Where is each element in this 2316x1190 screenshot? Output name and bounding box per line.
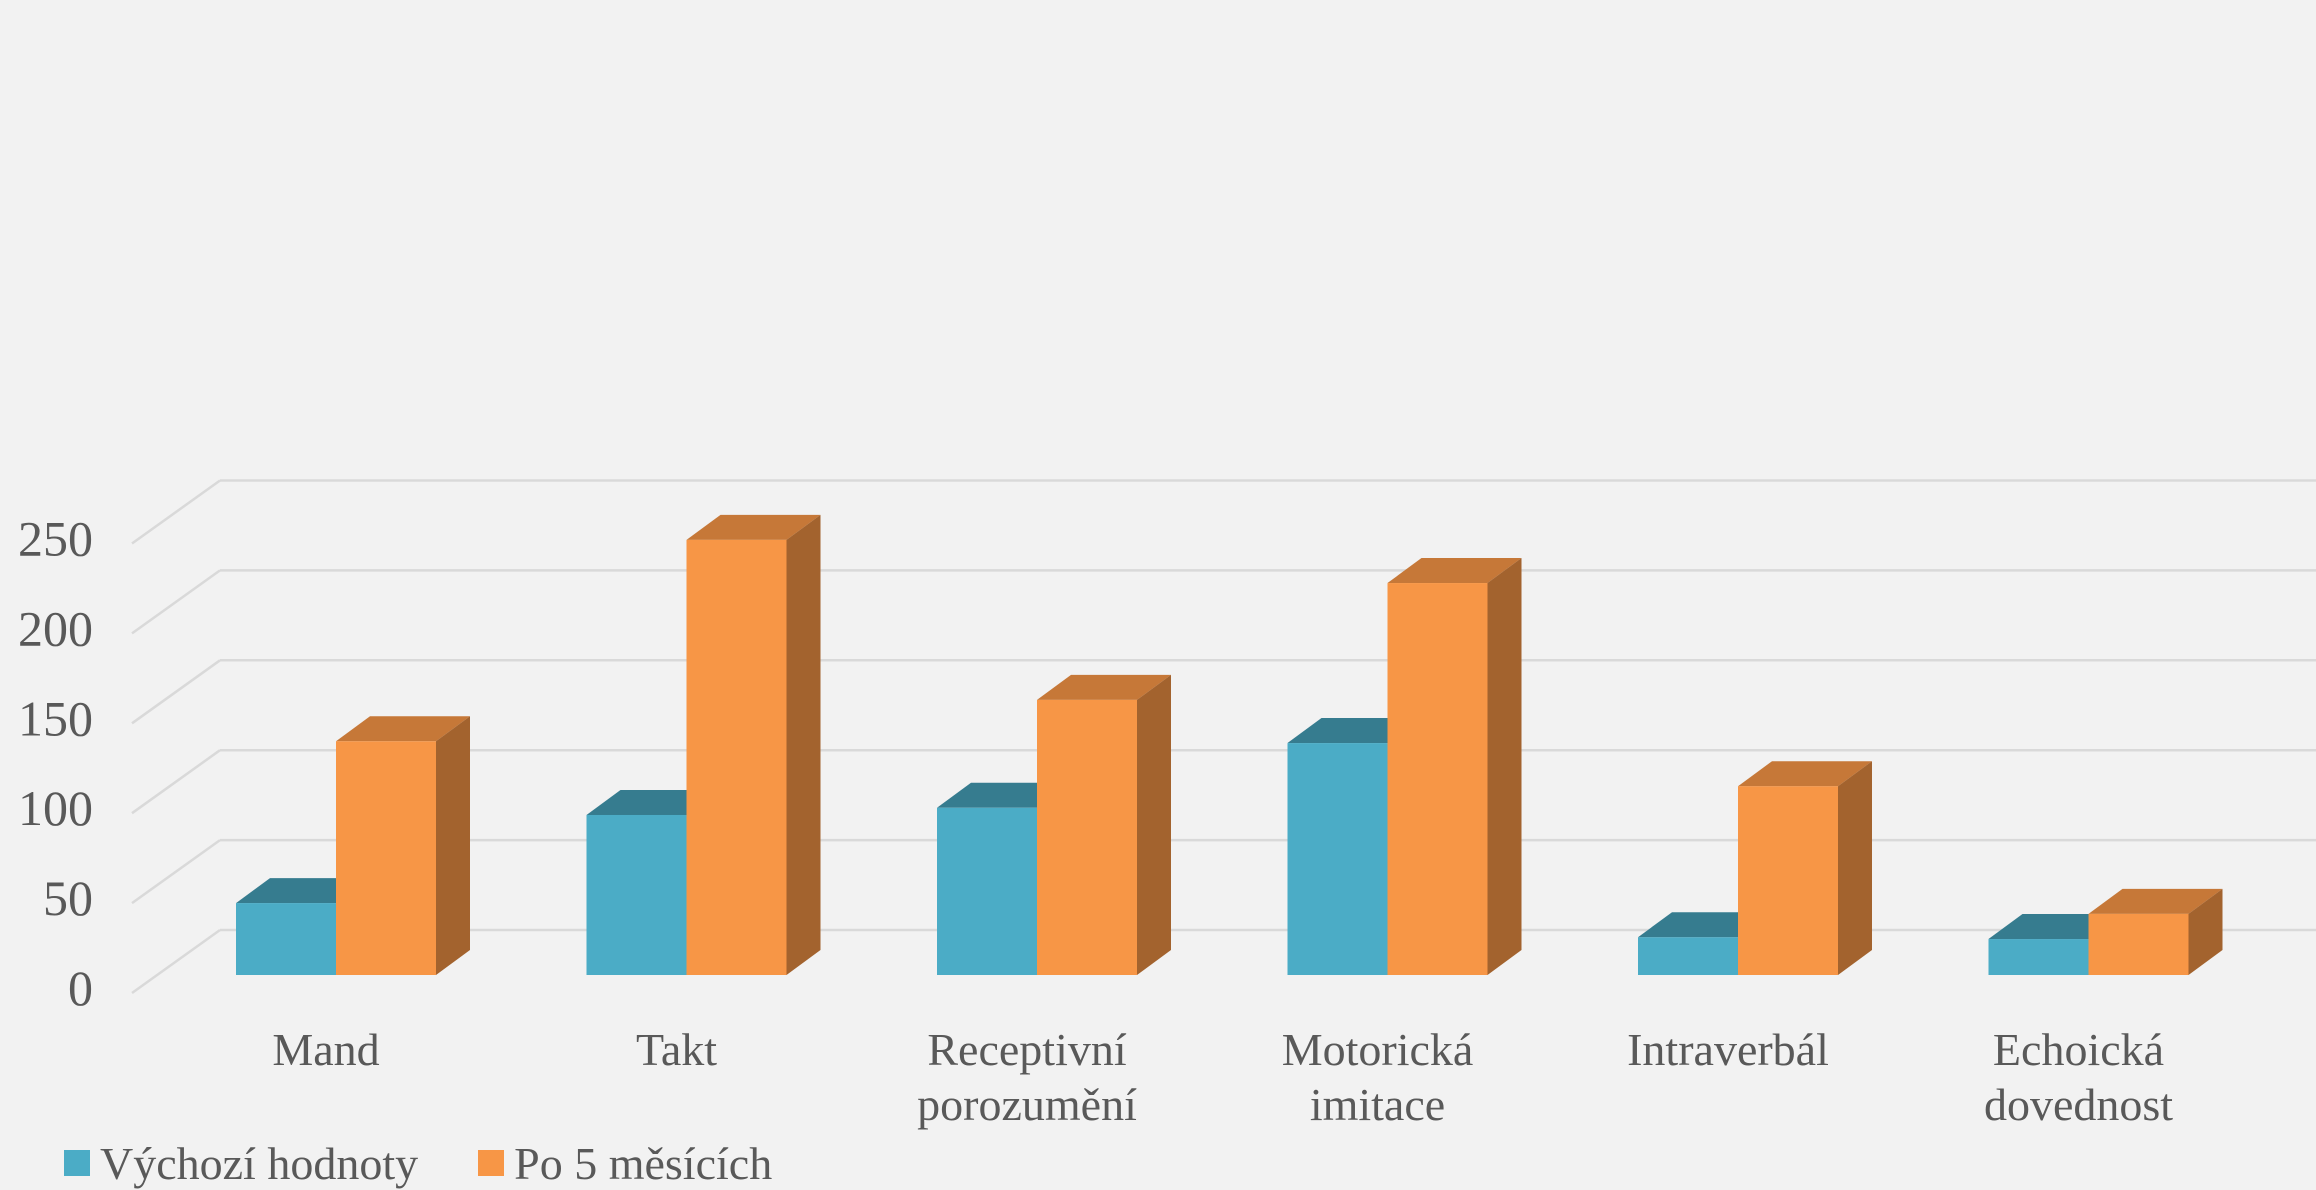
bar-s2-c3 xyxy=(1037,699,1137,975)
gridline-diag-50 xyxy=(131,839,221,905)
bar-s1-c1 xyxy=(236,903,336,975)
gridline-diag-250 xyxy=(131,479,221,545)
category-label-4-line-1: Motorická xyxy=(1282,1024,1474,1075)
bar-s1-c6 xyxy=(1988,939,2089,975)
bar-s1-c5 xyxy=(1638,937,1738,975)
bar-top-s2-c2 xyxy=(686,514,821,540)
gridline-diag-200 xyxy=(131,569,221,635)
bar-side-s2-c6 xyxy=(2188,888,2223,975)
category-label-6-line-2: dovednost xyxy=(1984,1079,2173,1130)
bar-s1-c2 xyxy=(586,814,687,975)
bar-top-s2-c4 xyxy=(1387,558,1522,584)
legend: Výchozí hodnoty Po 5 měsících xyxy=(64,1137,832,1190)
bar-side-s2-c2 xyxy=(786,514,821,975)
legend-label-series-2: Po 5 měsících xyxy=(514,1137,773,1189)
category-label-1: Mand xyxy=(272,1024,379,1075)
category-label-3-line-2: porozumění xyxy=(917,1079,1137,1130)
bar-side-s2-c3 xyxy=(1137,674,1171,975)
y-tick-label-150: 150 xyxy=(18,690,93,746)
category-label-4-line-2: imitace xyxy=(1310,1079,1445,1130)
bar-top-s2-c3 xyxy=(1037,674,1171,700)
bar-top-s2-c6 xyxy=(2088,888,2223,914)
bar-side-s2-c4 xyxy=(1487,558,1522,975)
bar-side-s2-c1 xyxy=(436,716,470,975)
legend-swatch-series-1 xyxy=(64,1150,90,1176)
legend-label-series-1: Výchozí hodnoty xyxy=(100,1137,419,1189)
bar-s2-c1 xyxy=(336,741,436,975)
legend-swatch-series-2 xyxy=(478,1150,505,1176)
category-label-6-line-1: Echoická xyxy=(1993,1024,2164,1075)
category-label-3-line-1: Receptivní xyxy=(927,1024,1126,1075)
bar-top-s2-c1 xyxy=(336,716,470,742)
bar-top-s2-c5 xyxy=(1738,761,1872,787)
category-label-2: Takt xyxy=(636,1024,717,1075)
bar-s1-c4 xyxy=(1287,743,1388,975)
y-tick-label-50: 50 xyxy=(43,870,93,926)
gridline-diag-150 xyxy=(131,659,221,725)
bar-s2-c6 xyxy=(2088,913,2189,975)
y-tick-label-0: 0 xyxy=(68,960,93,1016)
y-tick-label-100: 100 xyxy=(18,780,93,836)
gridline-diag-0 xyxy=(131,928,221,995)
legend-item-series-1: Výchozí hodnoty xyxy=(64,1137,418,1190)
bar-s2-c5 xyxy=(1738,786,1838,975)
y-tick-label-200: 200 xyxy=(18,600,93,656)
category-label-5: Intraverbál xyxy=(1627,1024,1829,1075)
gridline-diag-100 xyxy=(131,749,221,815)
bar-s1-c3 xyxy=(937,807,1037,975)
y-tick-label-250: 250 xyxy=(18,511,93,567)
bar-side-s2-c5 xyxy=(1838,761,1872,975)
bar-s2-c4 xyxy=(1387,583,1488,975)
legend-item-series-2: Po 5 měsících xyxy=(478,1137,772,1190)
bar-s2-c2 xyxy=(686,539,787,975)
